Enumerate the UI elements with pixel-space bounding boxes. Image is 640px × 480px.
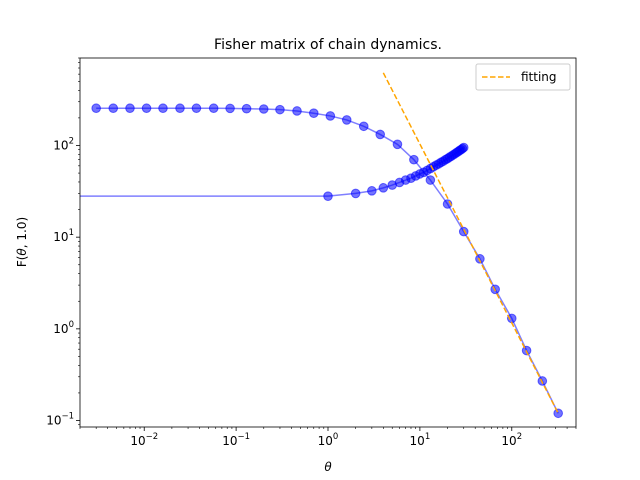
series-1-point [458, 142, 469, 153]
series-0-point [241, 103, 252, 114]
series-0-point [191, 103, 202, 114]
series-0-point [358, 121, 369, 132]
x-tick-label: 10−1 [222, 432, 250, 448]
chart-title: Fisher matrix of chain dynamics. [214, 37, 442, 53]
series-1-point [367, 186, 377, 196]
series-0-point [108, 103, 119, 114]
series-0-point [141, 103, 152, 114]
series-0-point [158, 103, 168, 114]
x-tick-label: 101 [410, 432, 431, 448]
series-1-point [378, 183, 389, 193]
series-0-point [225, 103, 235, 114]
series-1-point [350, 188, 361, 199]
series-0-point [91, 103, 101, 114]
series-0-point [208, 103, 219, 114]
series-0-point [392, 139, 403, 150]
series-0-point [275, 104, 285, 115]
legend-box [475, 63, 571, 91]
series-0-point [292, 106, 302, 116]
y-tick-label: 102 [53, 136, 74, 152]
series-0-line [96, 107, 559, 414]
series-0-point [325, 111, 336, 121]
x-tick-label: 10−2 [130, 432, 158, 448]
plot-area [80, 72, 563, 419]
series-0-point [125, 103, 135, 114]
series-0-point [458, 226, 469, 237]
x-tick-label: 102 [501, 432, 522, 448]
series-0-point [553, 408, 563, 419]
series-0-point [341, 115, 352, 125]
series-0-point [375, 129, 386, 140]
y-tick-label: 101 [53, 228, 74, 244]
legend: fitting [475, 63, 571, 91]
series-0-point [425, 175, 436, 185]
series-0-point [258, 104, 269, 114]
axis-ticks: 10−2 10−1 100 101 102 10−1 100 101 102 [46, 57, 577, 448]
series-0-point [308, 108, 319, 118]
y-tick-label: 100 [53, 320, 74, 336]
series-0-point [409, 154, 419, 165]
y-tick-label: 10−1 [46, 412, 74, 428]
x-axis-label: θ [324, 460, 332, 474]
series-0-point [475, 254, 485, 264]
series-0-point [175, 103, 185, 114]
x-tick-label: 100 [318, 432, 339, 448]
legend-fitting-label: fitting [521, 70, 557, 84]
series-group [80, 72, 563, 419]
y-axis-label: F(θ, 1.0) [15, 217, 29, 267]
